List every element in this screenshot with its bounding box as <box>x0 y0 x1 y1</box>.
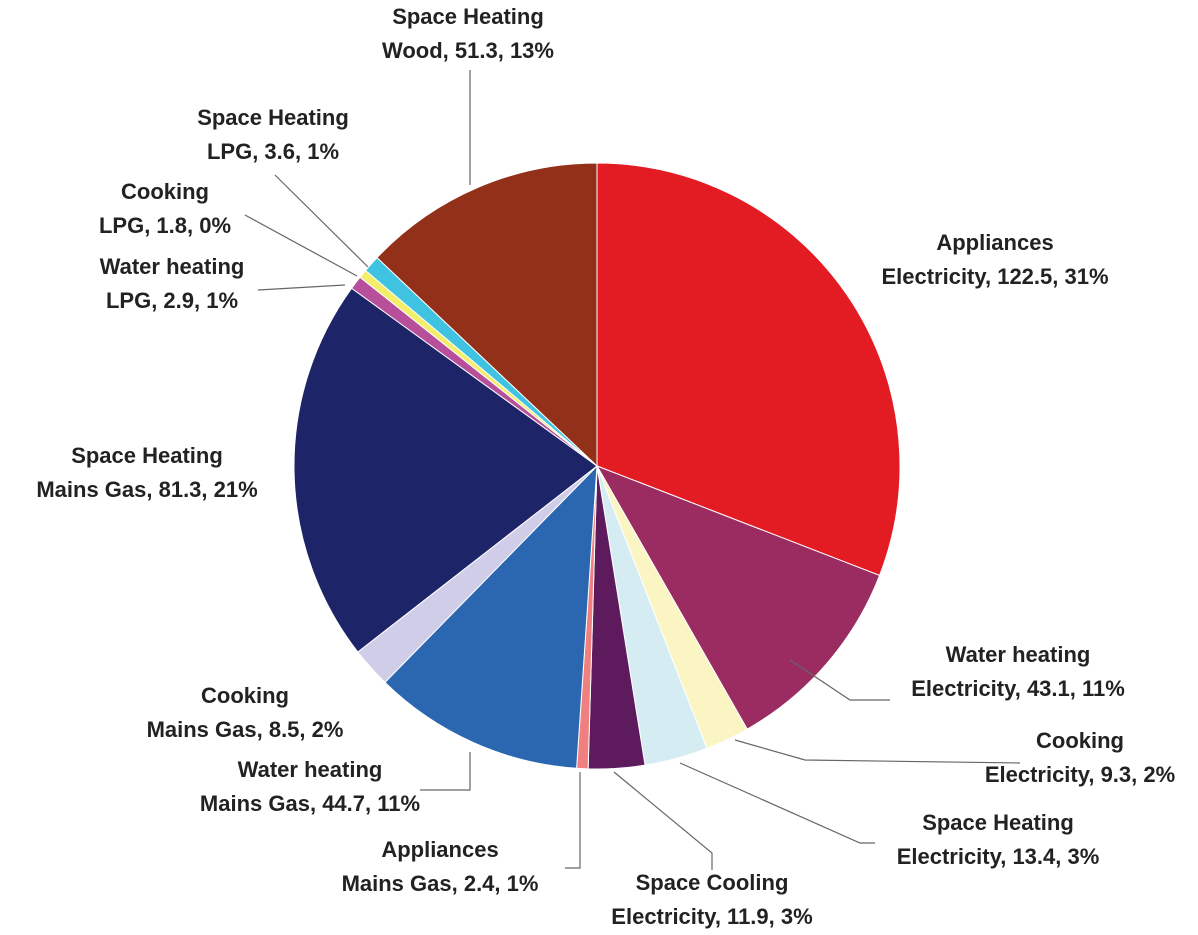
slice-label: Appliances Electricity, 122.5, 31% <box>881 230 1108 289</box>
slice-label: Cooking LPG, 1.8, 0% <box>99 179 231 238</box>
slice-label-category: Space Heating <box>71 443 223 468</box>
leader-line <box>274 174 369 268</box>
leader-line <box>734 739 1021 764</box>
slice-label-value: Electricity, 13.4, 3% <box>897 844 1100 869</box>
slice-label-value: LPG, 3.6, 1% <box>207 139 339 164</box>
slice-label-category: Cooking <box>121 179 209 204</box>
slice-label: Water heating Mains Gas, 44.7, 11% <box>200 757 420 816</box>
slice-label-category: Appliances <box>381 837 498 862</box>
slice-label: Appliances Mains Gas, 2.4, 1% <box>342 837 539 896</box>
leader-line <box>789 659 890 701</box>
slice-label-category: Space Heating <box>922 810 1074 835</box>
pie-slices <box>293 162 901 770</box>
slice-label-category: Space Heating <box>392 4 544 29</box>
slice-label-category: Space Cooling <box>636 870 789 895</box>
slice-label: Space Cooling Electricity, 11.9, 3% <box>611 870 812 929</box>
leader-line <box>244 214 358 277</box>
slice-label: Cooking Electricity, 9.3, 2% <box>985 728 1175 787</box>
slice-label: Space Heating Electricity, 13.4, 3% <box>897 810 1100 869</box>
slice-label: Water heating LPG, 2.9, 1% <box>100 254 245 313</box>
slice-label-category: Cooking <box>1036 728 1124 753</box>
slice-label-value: Electricity, 9.3, 2% <box>985 762 1175 787</box>
slice-label: Water heating Electricity, 43.1, 11% <box>911 642 1125 701</box>
slice-label-category: Water heating <box>100 254 245 279</box>
slice-label: Space Heating Mains Gas, 81.3, 21% <box>36 443 257 502</box>
leader-line <box>420 752 471 791</box>
slice-label-category: Water heating <box>238 757 383 782</box>
pie-slice-space-heating-mains-gas <box>293 287 598 653</box>
slice-label-category: Space Heating <box>197 105 349 130</box>
slice-label-value: Electricity, 11.9, 3% <box>611 904 812 929</box>
slice-label: Space Heating LPG, 3.6, 1% <box>197 105 349 164</box>
label-leader-lines <box>244 70 1021 870</box>
slice-label-value: Wood, 51.3, 13% <box>382 38 554 63</box>
leader-line <box>679 762 875 844</box>
slice-label-category: Appliances <box>936 230 1053 255</box>
slice-label-value: Electricity, 122.5, 31% <box>881 264 1108 289</box>
slice-label-value: Mains Gas, 2.4, 1% <box>342 871 539 896</box>
slice-label-value: LPG, 2.9, 1% <box>106 288 238 313</box>
slice-label-category: Water heating <box>946 642 1091 667</box>
leader-line <box>565 772 581 869</box>
slice-label-value: Mains Gas, 8.5, 2% <box>147 717 344 742</box>
leader-line <box>257 284 346 291</box>
pie-slice-space-heating-wood <box>376 162 598 468</box>
slice-label-category: Cooking <box>201 683 289 708</box>
slice-labels: Appliances Electricity, 122.5, 31% Water h… <box>36 4 1175 929</box>
slice-label: Cooking Mains Gas, 8.5, 2% <box>147 683 344 742</box>
slice-label: Space Heating Wood, 51.3, 13% <box>382 4 554 63</box>
pie-slice-appliances-electricity <box>596 162 901 577</box>
slice-label-value: Mains Gas, 44.7, 11% <box>200 791 420 816</box>
pie-slice-water-heating-mains-gas <box>384 464 598 769</box>
leader-line <box>613 771 713 870</box>
slice-label-value: LPG, 1.8, 0% <box>99 213 231 238</box>
slice-label-value: Mains Gas, 81.3, 21% <box>36 477 257 502</box>
slice-label-value: Electricity, 43.1, 11% <box>911 676 1125 701</box>
pie-slice-water-heating-electricity <box>595 465 881 730</box>
